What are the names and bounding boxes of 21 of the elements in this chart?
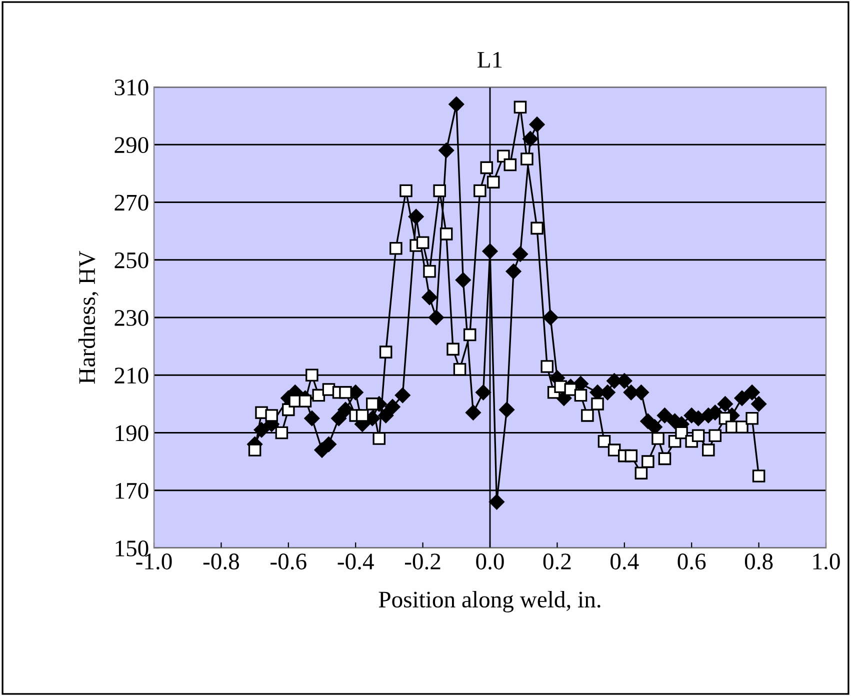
y-tick-label: 290	[114, 137, 148, 154]
y-tick-label: 310	[114, 79, 148, 96]
y-tick-label: 210	[114, 368, 148, 384]
x-tick-label: -0.4	[338, 554, 374, 570]
y-tick-label: 190	[116, 425, 148, 442]
x-tick-label: 0.8	[744, 554, 773, 570]
x-tick-label: 0.6	[678, 554, 706, 570]
y-axis-title: Hardness, HV	[78, 250, 98, 384]
x-tick-label: 0.4	[610, 554, 639, 570]
x-tick-label: 0.2	[543, 554, 571, 570]
x-tick-label: -0.6	[270, 554, 306, 570]
y-tick-label: 250	[114, 252, 148, 268]
x-tick-label: 0.0	[476, 554, 504, 570]
y-tick-label: 170	[116, 482, 148, 499]
y-tick-label: 270	[114, 194, 148, 211]
x-tick-label: 1.0	[813, 554, 840, 570]
x-tick-label: -0.2	[404, 554, 440, 570]
y-tick-label: 230	[114, 310, 148, 326]
chart-title: L1	[478, 52, 502, 68]
x-axis-title: Position along weld, in.	[378, 590, 600, 612]
x-tick-label: -0.8	[203, 554, 239, 570]
